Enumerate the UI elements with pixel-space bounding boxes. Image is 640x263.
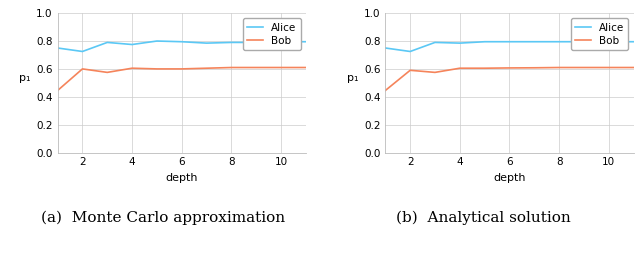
Bob	[531, 66, 538, 69]
Bob	[605, 66, 612, 69]
Alice	[252, 41, 260, 44]
Bob	[128, 67, 136, 70]
Legend: Alice, Bob: Alice, Bob	[571, 18, 628, 50]
Bob	[580, 66, 588, 69]
Alice	[128, 43, 136, 46]
Alice	[381, 46, 389, 49]
Alice	[302, 40, 310, 43]
Alice	[79, 50, 86, 53]
Alice	[506, 40, 513, 43]
Bob	[556, 66, 563, 69]
Alice	[456, 42, 463, 45]
Alice	[580, 40, 588, 43]
Bob	[54, 89, 61, 92]
Bob	[252, 66, 260, 69]
Alice	[178, 40, 186, 43]
Bob	[302, 66, 310, 69]
Bob	[203, 67, 211, 70]
Y-axis label: p₁: p₁	[347, 73, 358, 83]
Alice	[605, 40, 612, 43]
Bob	[277, 66, 285, 69]
Line: Bob: Bob	[385, 68, 634, 90]
Line: Alice: Alice	[385, 42, 634, 52]
Bob	[481, 67, 488, 70]
Alice	[531, 40, 538, 43]
Bob	[406, 69, 414, 72]
Text: (a)  Monte Carlo approximation: (a) Monte Carlo approximation	[41, 211, 285, 225]
Bob	[178, 67, 186, 70]
Alice	[54, 46, 61, 49]
Bob	[456, 67, 463, 70]
Alice	[228, 41, 236, 44]
Text: (b)  Analytical solution: (b) Analytical solution	[396, 211, 571, 225]
Legend: Alice, Bob: Alice, Bob	[243, 18, 301, 50]
Bob	[228, 66, 236, 69]
X-axis label: depth: depth	[166, 173, 198, 183]
Line: Alice: Alice	[58, 41, 306, 52]
Alice	[556, 40, 563, 43]
Alice	[406, 50, 414, 53]
Bob	[153, 67, 161, 70]
Alice	[277, 40, 285, 43]
Y-axis label: p₁: p₁	[19, 73, 31, 83]
Bob	[630, 66, 637, 69]
Alice	[630, 40, 637, 43]
Alice	[104, 41, 111, 44]
Alice	[481, 40, 488, 43]
Line: Bob: Bob	[58, 68, 306, 90]
Bob	[104, 71, 111, 74]
X-axis label: depth: depth	[493, 173, 525, 183]
Bob	[506, 66, 513, 69]
Alice	[153, 39, 161, 43]
Alice	[203, 42, 211, 45]
Bob	[431, 71, 439, 74]
Bob	[79, 67, 86, 70]
Bob	[381, 89, 389, 92]
Alice	[431, 41, 439, 44]
